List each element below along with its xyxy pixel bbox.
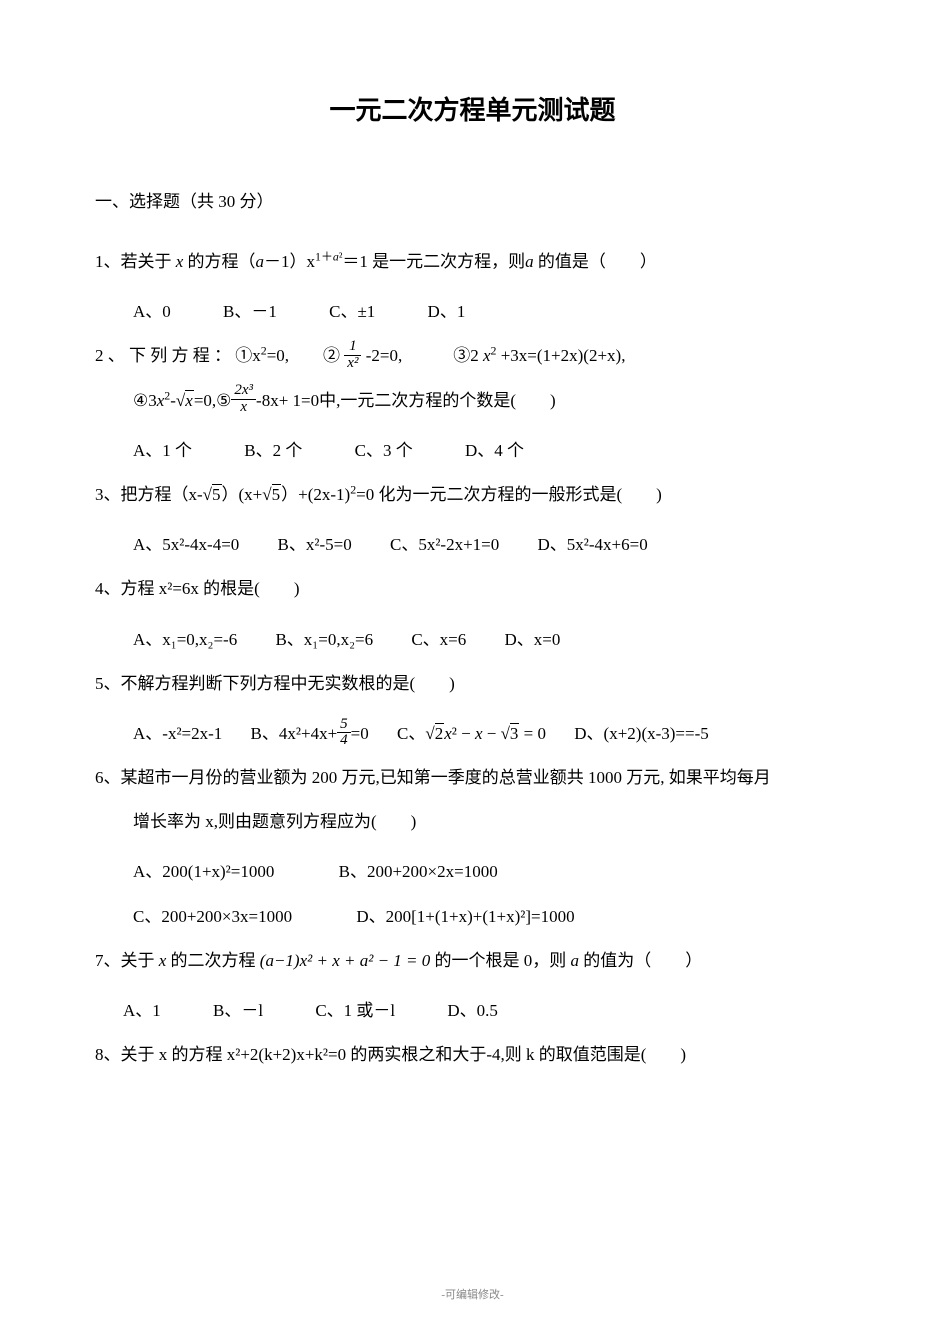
q7-opt-d: D、0.5 [447, 989, 498, 1033]
q3-opt-b: B、x²-5=0 [278, 523, 352, 567]
q7-options: A、1 B、－l C、1 或－l D、0.5 [95, 989, 850, 1033]
q7-b: 的二次方程 [171, 951, 256, 970]
q1-mid3: ＝1 是一元二次方程，则 [342, 252, 525, 271]
q3-a: 3、把方程（x- [95, 485, 203, 504]
q5-options: A、-x²=2x-1 B、4x²+4x+54=0 C、√2x² − x − √3… [95, 712, 850, 756]
q7-a: 7、关于 [95, 951, 155, 970]
q1-opt-d: D、1 [428, 290, 466, 334]
q1-opt-c: C、±1 [329, 290, 375, 334]
sqrt5b: √5 [262, 484, 281, 504]
q2-a4: +3x=(1+2x)(2+x), [501, 346, 626, 365]
q7-d: 的值为（ ） [583, 951, 702, 970]
q1-opt-b: B、－1 [223, 290, 277, 334]
question-1: 1、若关于 x 的方程（a－1）x1＋a²＝1 是一元二次方程，则a 的值是（ … [95, 240, 850, 284]
page-footer: -可编辑修改- [0, 1286, 945, 1302]
q1-mid2: －1）x [264, 252, 315, 271]
q2-a3: -2=0, ③2 [366, 346, 479, 365]
q3-opt-d: D、5x²-4x+6=0 [538, 523, 648, 567]
q3-options: A、5x²-4x-4=0 B、x²-5=0 C、5x²-2x+1=0 D、5x²… [95, 523, 850, 567]
x2: x [483, 346, 491, 365]
question-6: 6、某超市一月份的营业额为 200 万元,已知第一季度的总营业额共 1000 万… [95, 756, 850, 844]
q1-options: A、0 B、－1 C、±1 D、1 [95, 290, 850, 334]
question-8: 8、关于 x 的方程 x²+2(k+2)x+k²=0 的两实根之和大于-4,则 … [95, 1033, 850, 1077]
q4-opt-b: B、x₁=0,x₂=6 [275, 618, 373, 662]
page-title: 一元二次方程单元测试题 [95, 90, 850, 127]
frac-2x3-x: 2x³x [231, 383, 256, 416]
q1-end: 的值是（ ） [534, 252, 657, 271]
exponent: 1＋a² [315, 249, 342, 263]
q3-b: ）(x+ [222, 485, 263, 504]
q1-stem-pre: 1、若关于 [95, 252, 176, 271]
question-7: 7、关于 x 的二次方程 (a−1)x² + x + a² − 1 = 0 的一… [95, 939, 850, 983]
q5-opt-c: C、√2x² − x − √3 = 0 [397, 712, 546, 756]
q3-c: ）+(2x-1) [281, 485, 350, 504]
question-3: 3、把方程（x-√5）(x+√5）+(2x-1)2=0 化为一元二次方程的一般形… [95, 473, 850, 517]
q6-opt-c: C、200+200×3x=1000 [133, 895, 292, 939]
q6-line1: 6、某超市一月份的营业额为 200 万元,已知第一季度的总营业额共 1000 万… [95, 756, 850, 800]
q2-opt-b: B、2 个 [244, 429, 302, 473]
var-x7: x [159, 951, 167, 970]
q2-a2: =0, ② [267, 346, 340, 365]
question-5: 5、不解方程判断下列方程中无实数根的是( ) [95, 662, 850, 706]
q4-opt-c: C、x=6 [411, 618, 466, 662]
q3-d: =0 化为一元二次方程的一般形式是( ) [356, 485, 662, 504]
q5-opt-b: B、4x²+4x+54=0 [251, 712, 369, 756]
q7-opt-c: C、1 或－l [315, 989, 395, 1033]
q3-opt-c: C、5x²-2x+1=0 [390, 523, 499, 567]
var-a: a [256, 252, 265, 271]
q2-opt-d: D、4 个 [465, 429, 524, 473]
q4-opt-a: A、x₁=0,x₂=-6 [133, 618, 237, 662]
q6-opt-a: A、200(1+x)²=1000 [133, 850, 274, 894]
q7-opt-a: A、1 [123, 989, 161, 1033]
q5-opt-a: A、-x²=2x-1 [133, 712, 222, 756]
q2-opt-a: A、1 个 [133, 429, 192, 473]
var-a2: a [525, 252, 534, 271]
q6-opt-b: B、200+200×2x=1000 [339, 850, 498, 894]
q2-options: A、1 个 B、2 个 C、3 个 D、4 个 [95, 429, 850, 473]
section-heading: 一、选择题（共 30 分） [95, 187, 850, 212]
q6-options: A、200(1+x)²=1000 B、200+200×2x=1000 C、200… [95, 850, 850, 938]
question-4: 4、方程 x²=6x 的根是( ) [95, 567, 850, 611]
q2-b3: =0,⑤ [194, 391, 232, 410]
expr7: (a−1)x² + x + a² − 1 = 0 [260, 951, 430, 970]
q7-opt-b: B、－l [213, 989, 263, 1033]
q1-opt-a: A、0 [133, 290, 171, 334]
q3-opt-a: A、5x²-4x-4=0 [133, 523, 239, 567]
q7-c: 的一个根是 0，则 [435, 951, 567, 970]
sqrt5a: √5 [203, 484, 222, 504]
frac-1-x2: 1x² [344, 339, 361, 372]
q2-a: 2 、 下 列 方 程 ： ①x [95, 346, 261, 365]
q5-opt-d: D、(x+2)(x-3)==-5 [574, 712, 709, 756]
q2-b1: ④3 [133, 391, 157, 410]
q1-mid1: 的方程（ [183, 252, 255, 271]
q2-b4: -8x+ 1=0中,一元二次方程的个数是( ) [256, 391, 556, 410]
q6-opt-d: D、200[1+(1+x)+(1+x)²]=1000 [356, 895, 574, 939]
q6-line2: 增长率为 x,则由题意列方程应为( ) [95, 800, 850, 844]
q4-opt-d: D、x=0 [505, 618, 561, 662]
q4-options: A、x₁=0,x₂=-6 B、x₁=0,x₂=6 C、x=6 D、x=0 [95, 618, 850, 662]
sqrt-x: √x [176, 390, 194, 410]
question-2: 2 、 下 列 方 程 ： ①x2=0, ② 1x² -2=0, ③2 x2 +… [95, 334, 850, 422]
q2-opt-c: C、3 个 [355, 429, 413, 473]
var-a7: a [571, 951, 580, 970]
